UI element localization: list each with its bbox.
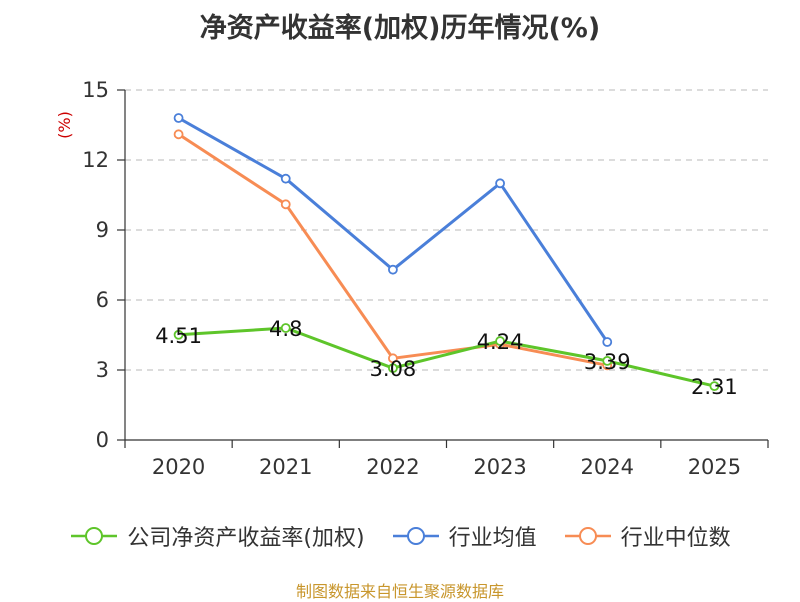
legend-marker-industry-median: [564, 527, 611, 545]
legend-marker-company: [71, 527, 118, 545]
series-1-point-2020: [173, 113, 184, 123]
x-tick-label-2023: 2023: [473, 455, 526, 479]
series-line-0: [178, 326, 715, 388]
series-0-point-2025: [709, 381, 720, 392]
legend-item-company[interactable]: 公司净资产收益率(加权): [69, 520, 365, 552]
legend-label-company: 公司净资产收益率(加权): [127, 526, 365, 551]
series-1-point-2022: [388, 264, 398, 275]
series-0-point-2021: [280, 323, 291, 333]
x-tick-label-2025: 2025: [688, 455, 741, 479]
chart-legend: 公司净资产收益率(加权) 行业均值 行业中位数: [0, 520, 800, 552]
chart-title: 净资产收益率(加权)历年情况(%): [199, 13, 601, 44]
series-2-point-2021: [280, 199, 291, 210]
series-2-point-2020: [173, 129, 184, 140]
data-label-2022: 3.08: [370, 357, 417, 381]
series-0-point-2020: [173, 329, 184, 340]
x-tick-label-2022: 2022: [366, 455, 419, 479]
legend-marker-industry-mean: [392, 527, 439, 545]
series-0-point-2023: [495, 336, 505, 346]
series-0-point-2024: [602, 355, 613, 366]
legend-item-industry-median[interactable]: 行业中位数: [563, 520, 731, 552]
series-2-point-2022: [388, 353, 398, 364]
data-label-2024: 3.39: [584, 350, 631, 374]
series-0-point-2022: [388, 363, 398, 374]
y-tick-label-6: 6: [96, 288, 109, 312]
x-tick-label-2024: 2024: [581, 455, 634, 479]
data-label-2023: 4.24: [477, 330, 524, 354]
series-1-point-2023: [495, 178, 505, 189]
legend-label-industry-median: 行业中位数: [620, 526, 731, 551]
legend-label-industry-mean: 行业均值: [448, 526, 537, 551]
x-tick-label-2020: 2020: [152, 455, 205, 479]
data-label-2020: 4.51: [155, 324, 202, 348]
data-label-2021: 4.8: [269, 317, 302, 341]
y-tick-label-3: 3: [96, 358, 109, 382]
source-note: 制图数据来自恒生聚源数据库: [295, 582, 504, 601]
x-tick-label-2021: 2021: [259, 455, 312, 479]
y-tick-label-12: 12: [82, 148, 109, 172]
series-1-point-2021: [280, 173, 291, 184]
data-label-2025: 2.31: [691, 375, 738, 399]
y-tick-label-0: 0: [96, 428, 109, 452]
y-axis-label: (%): [55, 111, 74, 139]
series-1-point-2024: [602, 337, 613, 347]
y-tick-label-9: 9: [96, 218, 109, 242]
y-tick-label-15: 15: [82, 78, 109, 102]
legend-item-industry-mean[interactable]: 行业均值: [391, 520, 537, 552]
